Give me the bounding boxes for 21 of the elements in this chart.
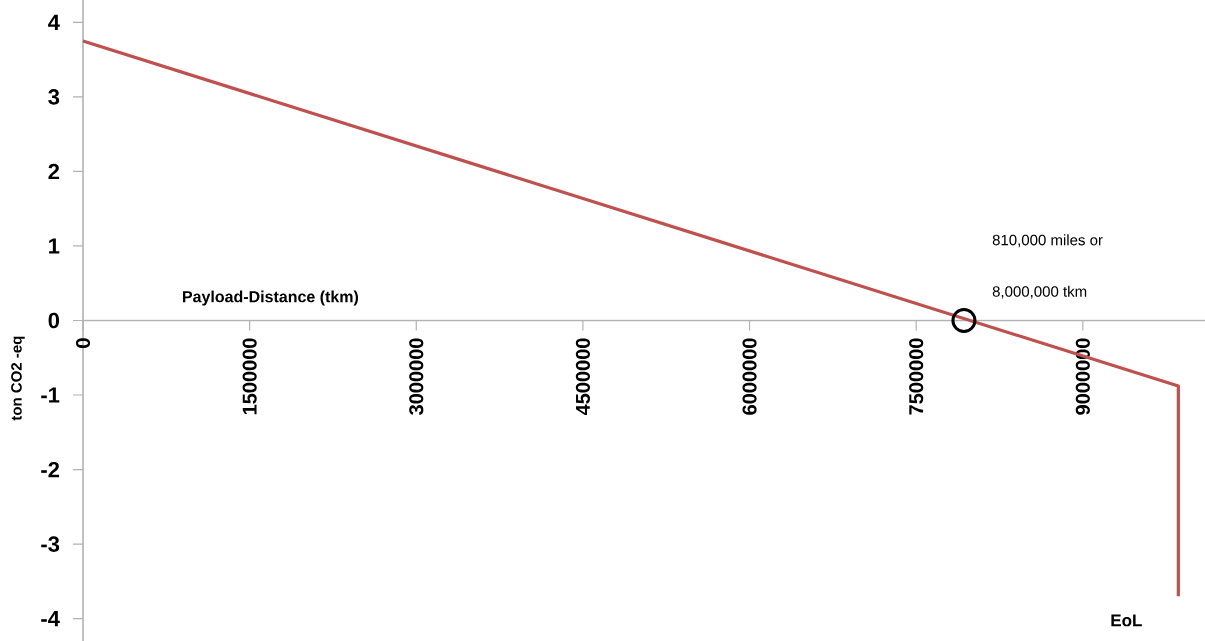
annotation: 8,000,000 tkm bbox=[992, 285, 1087, 299]
x-tick-label: 1500000 bbox=[242, 338, 257, 415]
x-tick-label: 3000000 bbox=[409, 338, 424, 415]
y-tick-label: -4 bbox=[41, 611, 60, 627]
x-tick-label: 6000000 bbox=[742, 338, 757, 415]
y-tick-label: 2 bbox=[48, 163, 60, 180]
x-tick-label: 0 bbox=[75, 338, 91, 348]
x-tick-label: 4500000 bbox=[575, 338, 590, 416]
x-tick-label: 7500000 bbox=[909, 338, 924, 415]
y-tick-label: -1 bbox=[41, 387, 60, 403]
y-tick-label: 1 bbox=[49, 238, 60, 254]
annotation: 810,000 miles or bbox=[992, 234, 1103, 248]
y-axis-title: ton CO2 -eq bbox=[11, 336, 25, 421]
y-tick-label: 3 bbox=[48, 89, 60, 105]
annotation: EoL bbox=[1111, 614, 1142, 627]
x-axis-title: Payload-Distance (tkm) bbox=[182, 290, 359, 306]
y-tick-label: -2 bbox=[41, 461, 60, 478]
x-tick-label: 9000000 bbox=[1075, 338, 1090, 415]
y-tick-label: 0 bbox=[48, 312, 60, 329]
y-tick-label: -3 bbox=[41, 536, 60, 552]
y-tick-label: 4 bbox=[48, 14, 60, 30]
